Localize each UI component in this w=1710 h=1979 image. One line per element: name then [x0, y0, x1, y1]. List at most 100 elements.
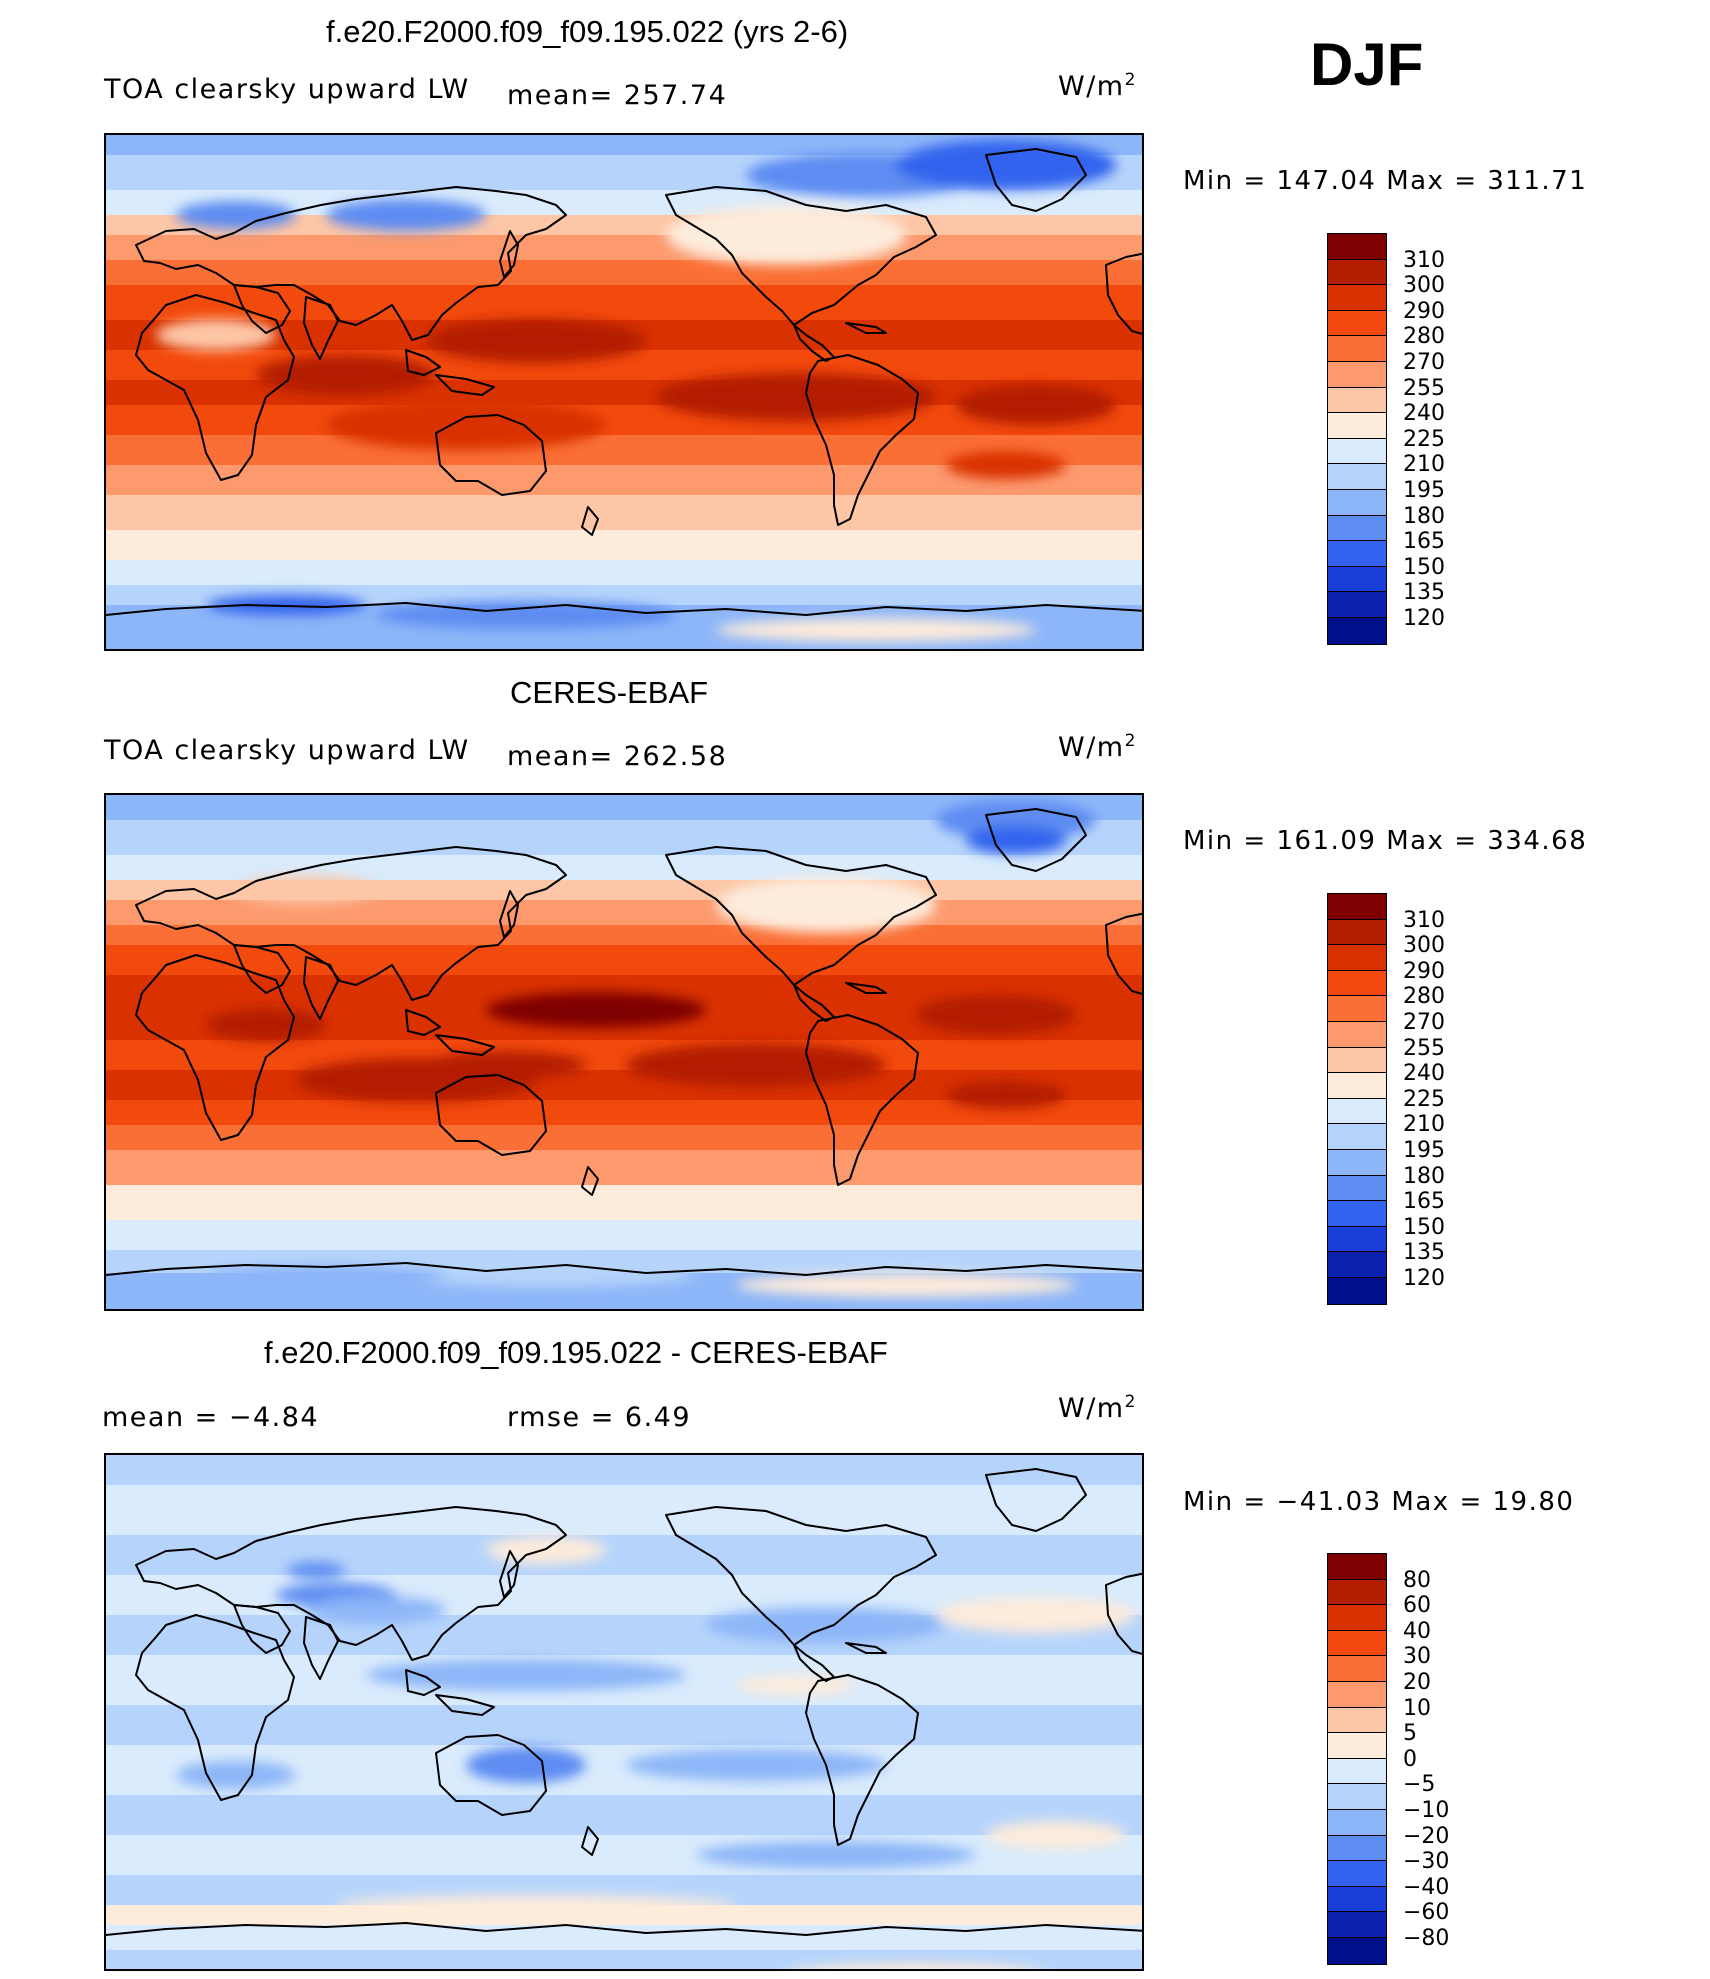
colorbar-label: 150	[1403, 554, 1445, 580]
coastline	[985, 1468, 1087, 1532]
colorbar-swatch	[1328, 1579, 1386, 1606]
coastline	[303, 296, 339, 360]
coastline	[405, 349, 441, 376]
colorbar-swatch	[1328, 1707, 1386, 1734]
coastline	[435, 414, 547, 496]
coastlines	[106, 148, 1142, 616]
mean-stat: mean = −4.84	[102, 1402, 320, 1433]
contour-band	[106, 1905, 1142, 1926]
min-max-readout: Min = 161.09 Max = 334.68	[1183, 826, 1588, 856]
colorbar-label: 165	[1403, 529, 1445, 555]
variable-label: TOA clearsky upward LW	[104, 74, 470, 105]
colorbar-label: −60	[1403, 1900, 1450, 1926]
colorbar-swatch	[1328, 438, 1386, 465]
contour-band	[106, 1150, 1142, 1186]
colorbar-swatch	[1328, 1656, 1386, 1682]
map-model	[104, 133, 1144, 651]
colorbar-swatch	[1328, 1912, 1386, 1938]
coastline	[106, 1262, 1142, 1276]
contour-band	[106, 1835, 1142, 1876]
colorbar-label: 210	[1403, 452, 1445, 478]
colorbar-label: 280	[1403, 324, 1445, 350]
colorbar-swatch	[1328, 1073, 1386, 1099]
colorbar-label: −40	[1403, 1874, 1450, 1900]
contour-region	[966, 826, 1066, 854]
coastline	[805, 1014, 919, 1186]
coastline	[665, 1506, 937, 1646]
contour-region	[176, 1761, 296, 1789]
colorbar-label: 210	[1403, 1112, 1445, 1138]
map-obs	[104, 793, 1144, 1311]
panel-title: f.e20.F2000.f09_f09.195.022 - CERES-EBAF	[264, 1335, 888, 1370]
contour-region	[936, 800, 1096, 840]
coastline	[845, 982, 887, 994]
colorbar-obs: 310 300 290 280 270 255 240 225 210 195 180 165 150 1…	[1327, 893, 1445, 1305]
colorbar-label: 5	[1403, 1721, 1417, 1747]
colorbar-swatch	[1328, 1630, 1386, 1657]
panel-title: CERES-EBAF	[510, 675, 709, 710]
panel-title: f.e20.F2000.f09_f09.195.022 (yrs 2-6)	[326, 14, 849, 49]
colorbar-swatch	[1328, 1098, 1386, 1125]
colorbar-label: −20	[1403, 1823, 1450, 1849]
coastline	[435, 1034, 495, 1056]
colorbar-swatches	[1327, 893, 1387, 1305]
colorbar-swatch	[1328, 1047, 1386, 1074]
colorbar-swatches	[1327, 233, 1387, 645]
colorbar-swatch	[1328, 945, 1386, 971]
min-max-readout: Min = 147.04 Max = 311.71	[1183, 166, 1588, 196]
colorbar-swatch	[1328, 1835, 1386, 1862]
colorbar-swatch	[1328, 1226, 1386, 1253]
colorbar-label: −5	[1403, 1772, 1436, 1798]
coastline	[106, 602, 1142, 616]
colorbar-swatch	[1328, 336, 1386, 362]
coastline	[499, 230, 519, 278]
variable-label: TOA clearsky upward LW	[104, 735, 470, 766]
contour-region	[156, 319, 276, 351]
coastline	[106, 1922, 1142, 1936]
colorbar-label: 255	[1403, 1035, 1445, 1061]
colorbar-label: 310	[1403, 907, 1445, 933]
contour-band	[106, 855, 1142, 881]
colorbar-label: 300	[1403, 933, 1445, 959]
colorbar-label: 60	[1403, 1593, 1431, 1619]
contour-region	[716, 618, 1036, 642]
colorbar-swatch	[1328, 1252, 1386, 1278]
colorbar-diff: 80 60 40 30 20 10 5 0 −5 −10 −20 −30 −40 −60 −80	[1327, 1553, 1449, 1965]
colorbar-label: 255	[1403, 375, 1445, 401]
coastline	[135, 1614, 295, 1801]
contour-band	[106, 1125, 1142, 1151]
coastline	[499, 1550, 519, 1598]
colorbar-swatch	[1328, 310, 1386, 337]
coastline	[405, 1669, 441, 1696]
colorbar-swatch	[1328, 541, 1386, 567]
coastline	[405, 1009, 441, 1036]
contour-band	[106, 1925, 1142, 1951]
contour-region	[736, 1273, 1076, 1297]
colorbar-swatch	[1328, 1605, 1386, 1631]
colorbar-swatch	[1328, 617, 1386, 644]
colorbar-label: 290	[1403, 958, 1445, 984]
coastline	[581, 1166, 599, 1196]
contour-region	[626, 1749, 886, 1781]
season-label: DJF	[1310, 31, 1424, 98]
colorbar-label: 195	[1403, 478, 1445, 503]
colorbar-swatch	[1328, 361, 1386, 388]
colorbar-swatch	[1328, 1554, 1386, 1580]
coastline	[985, 148, 1087, 212]
colorbar-swatch	[1328, 1733, 1386, 1759]
contour-band	[106, 135, 1142, 156]
colorbar-label: 30	[1403, 1644, 1431, 1670]
colorbar-label: 240	[1403, 1061, 1445, 1087]
contour-region	[256, 355, 436, 395]
contour-region	[986, 1821, 1126, 1849]
contour-region	[803, 1963, 1029, 1969]
contour-band	[106, 585, 1142, 606]
coastline	[581, 1826, 599, 1856]
contour-band	[106, 945, 1142, 976]
colorbar-label: 225	[1403, 1086, 1445, 1112]
coastline	[233, 284, 291, 334]
contour-band	[106, 1040, 1142, 1071]
colorbar-swatch	[1328, 387, 1386, 414]
min-max-readout: Min = −41.03 Max = 19.80	[1183, 1487, 1575, 1517]
contour-band	[106, 1455, 1142, 1486]
